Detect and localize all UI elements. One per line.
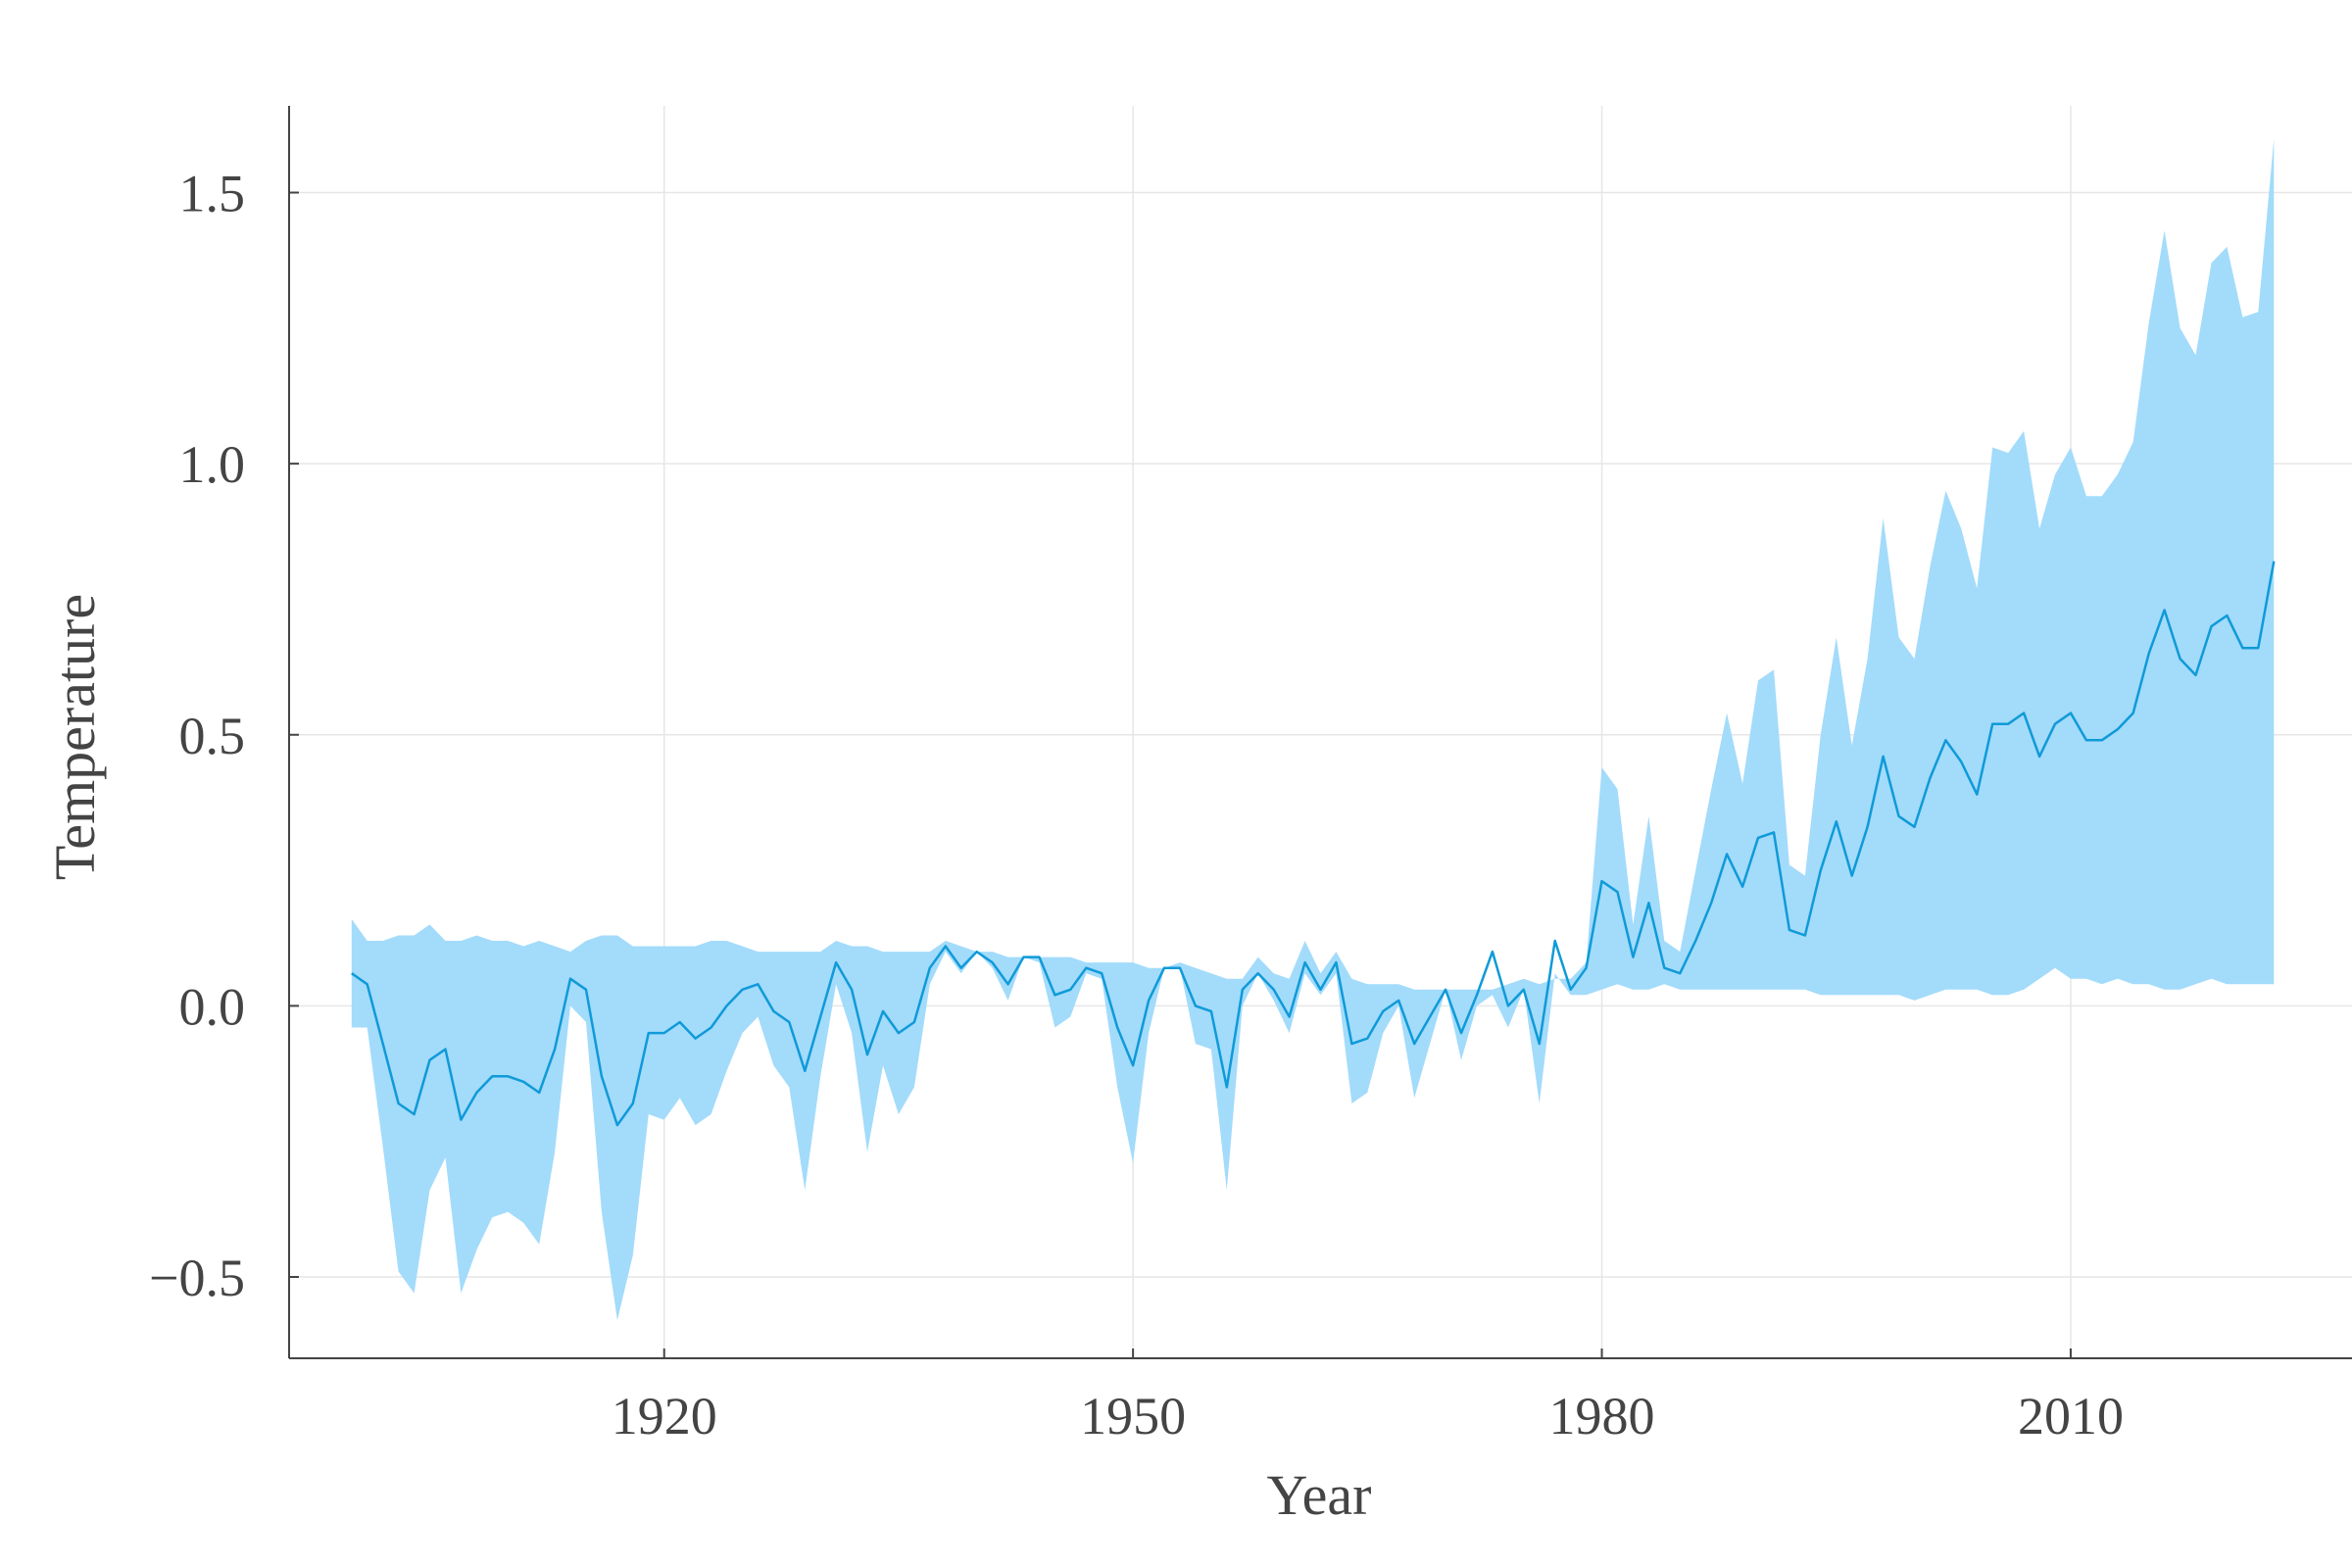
y-tick-label: 0.0 (179, 977, 246, 1036)
y-axis-label: Temperature (43, 594, 107, 880)
axes (288, 106, 2352, 1359)
y-tick-label: 1.0 (179, 435, 246, 494)
x-tick-label: 1920 (612, 1387, 717, 1446)
confidence-band (351, 138, 2275, 1321)
x-tick-label: 2010 (2018, 1387, 2124, 1446)
x-axis-ticks: 1920 1950 1980 2010 (612, 1348, 2124, 1446)
mean-temperature-line (351, 561, 2276, 1127)
y-axis-ticks: −0.5 0.0 0.5 1.0 1.5 (149, 165, 299, 1307)
x-tick-label: 1980 (1549, 1387, 1655, 1446)
y-tick-label: 0.5 (179, 707, 246, 765)
y-tick-label: −0.5 (149, 1249, 245, 1307)
y-tick-label: 1.5 (179, 165, 246, 223)
x-axis-label: Year (1267, 1463, 1372, 1527)
x-tick-label: 1950 (1080, 1387, 1186, 1446)
